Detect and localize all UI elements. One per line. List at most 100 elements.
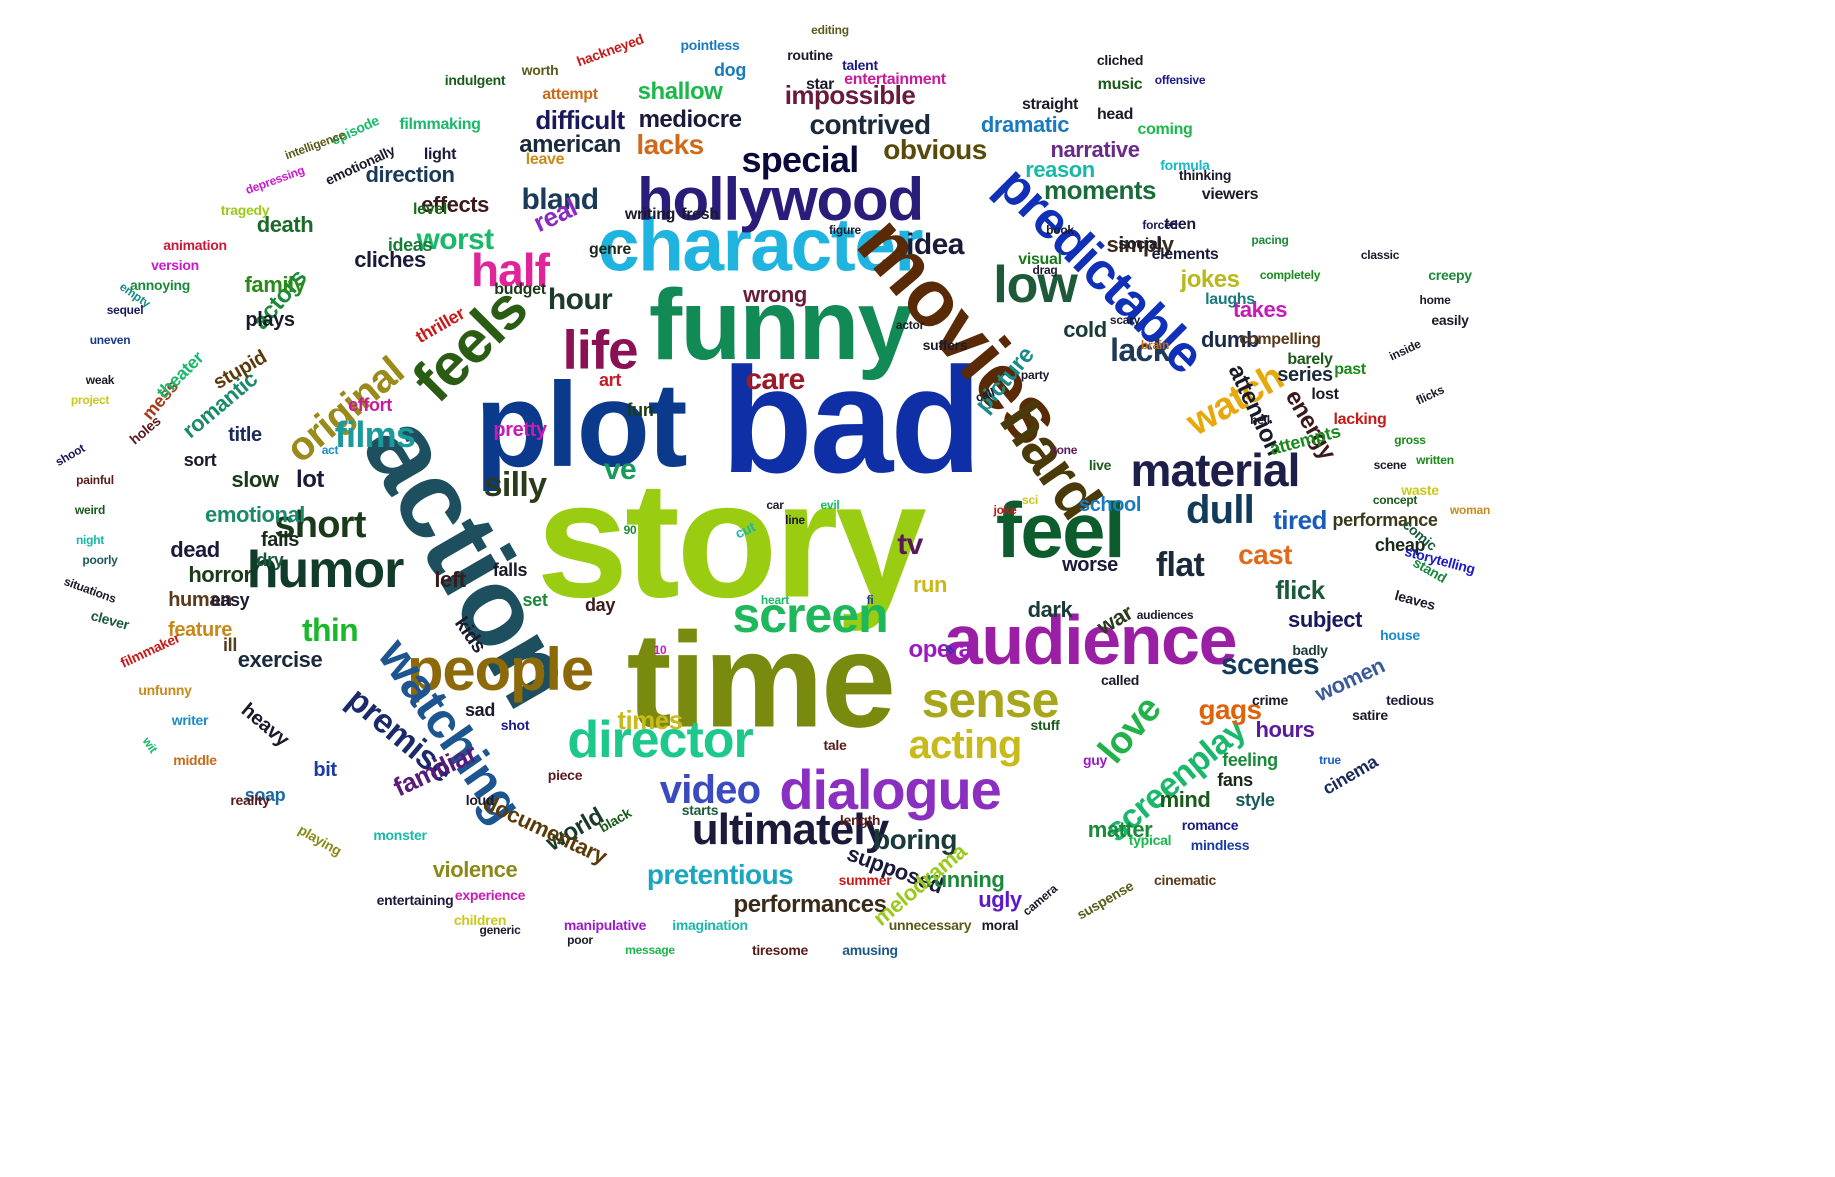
word-imagination: imagination (672, 917, 748, 933)
word-obvious: obvious (883, 134, 987, 165)
word-feel: feel (995, 486, 1126, 574)
word-dumb: dumb (1200, 327, 1260, 352)
word-painful: painful (76, 473, 114, 487)
word-situations: situations (62, 574, 118, 606)
word-project: project (70, 393, 110, 407)
word-social: social (1118, 236, 1162, 253)
word-worth: worth (521, 62, 559, 78)
word-teen: teen (1164, 216, 1196, 233)
word-poorly: poorly (82, 553, 118, 567)
word-hour: hour (547, 283, 613, 316)
word-forced: forced (1142, 218, 1178, 232)
word-elements: elements (1151, 246, 1219, 263)
word-shallow: shallow (637, 78, 723, 105)
word-tedious: tedious (1386, 692, 1434, 708)
word-scene: scene (1373, 458, 1407, 472)
word-writer: writer (171, 712, 209, 728)
word-completely: completely (1259, 268, 1321, 282)
word-act: act (321, 443, 339, 457)
word-weak: weak (85, 373, 115, 387)
word-gags: gags (1198, 694, 1262, 725)
word-mind: mind (1159, 787, 1211, 812)
word-sequel: sequel (106, 303, 144, 317)
word-pretentious: pretentious (646, 859, 794, 890)
word-manipulative: manipulative (563, 917, 647, 933)
word-style: style (1235, 790, 1275, 810)
word-ve: ve (603, 453, 637, 486)
word-simply: simply (1106, 232, 1174, 257)
word-sci: sci (1022, 493, 1038, 507)
word-tiresome: tiresome (751, 942, 809, 958)
word-ill: ill (223, 635, 237, 655)
word-heart: heart (760, 593, 790, 607)
word-stuff: stuff (1030, 717, 1060, 733)
word-people: people (406, 636, 594, 703)
word-shot: shot (500, 717, 530, 733)
word-actor: actor (895, 318, 925, 332)
word-poor: poor (567, 933, 593, 947)
word-playing: playing (295, 821, 345, 859)
word-message: message (625, 943, 675, 957)
word-matter: matter (1087, 817, 1153, 842)
word-funny: funny (648, 269, 913, 381)
word-creepy: creepy (1428, 267, 1472, 283)
word-wit: wit (139, 734, 161, 756)
word-ultimately: ultimately (691, 805, 889, 854)
word-figure: figure (829, 223, 861, 237)
word-coming: coming (1137, 121, 1193, 138)
word-tale: tale (823, 737, 847, 753)
word-times: times (617, 705, 683, 735)
word-boring: boring (873, 824, 957, 855)
word-effects: effects (421, 192, 489, 217)
word-leave: leave (525, 151, 565, 168)
word-hell: hell (1250, 413, 1270, 427)
word-filmmaking: filmmaking (399, 116, 481, 133)
word-reason: reason (1025, 157, 1095, 182)
word-exercise: exercise (237, 647, 323, 672)
word-unnecessary: unnecessary (888, 917, 972, 933)
word-screen: screen (732, 587, 888, 643)
word-mediocre: mediocre (638, 106, 742, 133)
word-cheap: cheap (1374, 535, 1426, 555)
word-lack: lack (1110, 332, 1170, 368)
word-fi: fi (866, 593, 874, 607)
word-cold: cold (1063, 317, 1107, 342)
word-audiences: audiences (1136, 608, 1194, 622)
word-plot: plot (474, 358, 688, 492)
word-performances: performances (733, 891, 887, 918)
word-feature: feature (168, 619, 232, 641)
word-evil: evil (820, 498, 840, 512)
word-lacking: lacking (1333, 411, 1387, 428)
word-title: title (228, 424, 262, 446)
word-routine: routine (787, 47, 833, 63)
word-impossible: impossible (784, 80, 916, 110)
word-concept: concept (1372, 493, 1418, 507)
word-cloud: bad story plot time action funny character movi… (53, 24, 1490, 958)
word-entertaining: entertaining (376, 892, 454, 908)
word-pretty: pretty (493, 419, 547, 441)
word-night: night (75, 533, 105, 547)
word-head: head (1096, 106, 1134, 123)
word-thinking: thinking (1178, 167, 1232, 183)
word-flick: flick (1275, 575, 1325, 605)
word-heavy: heavy (236, 698, 294, 752)
word-lacks: lacks (636, 129, 704, 160)
word-dry: dry (256, 550, 284, 570)
word-easy: easy (210, 590, 250, 610)
word-time: time (626, 604, 896, 756)
word-10: 10 (653, 643, 667, 657)
word-day: day (585, 595, 615, 615)
word-tone: tone (1052, 443, 1078, 457)
word-car: car (766, 498, 784, 512)
word-director: director (567, 711, 753, 769)
word-cast: cast (1238, 539, 1292, 570)
word-talent: talent (842, 57, 878, 73)
word-visual: visual (1018, 251, 1062, 268)
word-90: 90 (623, 523, 637, 537)
word-home: home (1419, 293, 1451, 307)
word-horror: horror (188, 562, 252, 587)
word-line: line (785, 513, 805, 527)
word-tragedy: tragedy (220, 202, 270, 218)
word-story: story (536, 447, 927, 632)
word-animation: animation (163, 237, 227, 253)
